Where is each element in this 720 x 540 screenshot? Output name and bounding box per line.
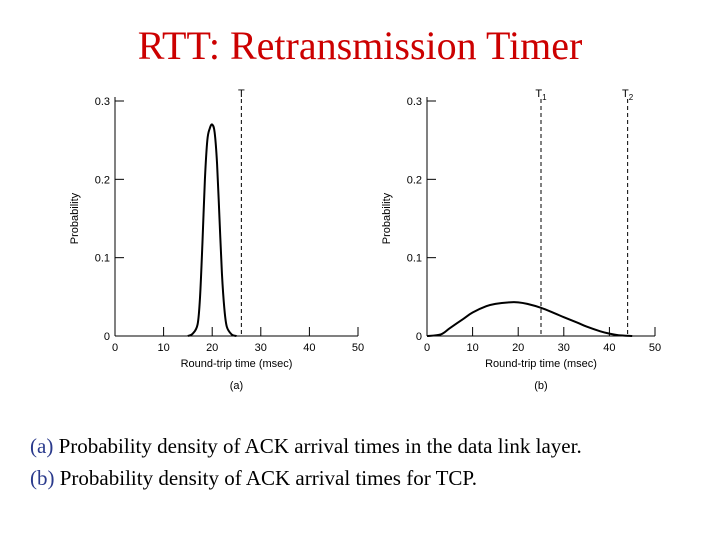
x-tick-label-b: 0 xyxy=(424,342,430,354)
y-tick-label-a: 0.1 xyxy=(95,253,110,265)
density-curve-a xyxy=(187,123,237,337)
timer-label-b-2: T2 xyxy=(622,88,634,102)
x-tick-label-a: 30 xyxy=(255,342,267,354)
x-tick-label-b: 50 xyxy=(649,342,661,354)
x-tick-label-a: 40 xyxy=(303,342,315,354)
y-tick-label-b: 0.3 xyxy=(407,96,422,108)
panel-label-a: (a) xyxy=(230,380,243,392)
caption-tag-b: (b) xyxy=(30,466,55,490)
x-tick-label-a: 10 xyxy=(157,342,169,354)
x-tick-label-a: 20 xyxy=(206,342,218,354)
chart-panel-a: 0 10 20 30 40 50 0 0.1 0.2 0.3 Round-trip time (ms… xyxy=(69,88,364,392)
timer-label-b-1: T1 xyxy=(535,88,547,102)
caption-line-b: (b) Probability density of ACK arrival t… xyxy=(30,462,710,494)
y-tick-label-b: 0.2 xyxy=(407,174,422,186)
y-tick-label-b: 0 xyxy=(416,331,422,343)
x-tick-label-a: 50 xyxy=(352,342,364,354)
x-tick-label-b: 10 xyxy=(466,342,478,354)
caption-text-b: Probability density of ACK arrival times… xyxy=(54,466,478,490)
caption-tag-a: (a) xyxy=(30,434,54,458)
y-axis-label-b: Probability xyxy=(381,192,393,244)
x-tick-label-b: 30 xyxy=(558,342,570,354)
x-tick-label-b: 20 xyxy=(512,342,524,354)
panel-label-b: (b) xyxy=(534,380,547,392)
caption-text-a: Probability density of ACK arrival times… xyxy=(53,434,582,458)
x-axis-label-a: Round-trip time (msec) xyxy=(181,358,293,370)
y-tick-label-b: 0.1 xyxy=(407,253,422,265)
caption-line-a: (a) Probability density of ACK arrival t… xyxy=(30,430,710,462)
timer-label-a-1: T xyxy=(238,88,245,100)
x-axis-label-b: Round-trip time (msec) xyxy=(485,358,597,370)
y-tick-label-a: 0.2 xyxy=(95,174,110,186)
figure-caption: (a) Probability density of ACK arrival t… xyxy=(30,430,710,494)
x-tick-label-a: 0 xyxy=(112,342,118,354)
y-tick-label-a: 0 xyxy=(104,331,110,343)
y-tick-label-a: 0.3 xyxy=(95,96,110,108)
slide-title: RTT: Retransmission Timer xyxy=(137,23,583,68)
x-tick-label-b: 40 xyxy=(603,342,615,354)
density-curve-b xyxy=(426,301,633,337)
y-axis-label-a: Probability xyxy=(69,192,81,244)
chart-panel-b: 0 10 20 30 40 50 0 0.1 0.2 0.3 Round-trip time (ms… xyxy=(381,88,661,392)
